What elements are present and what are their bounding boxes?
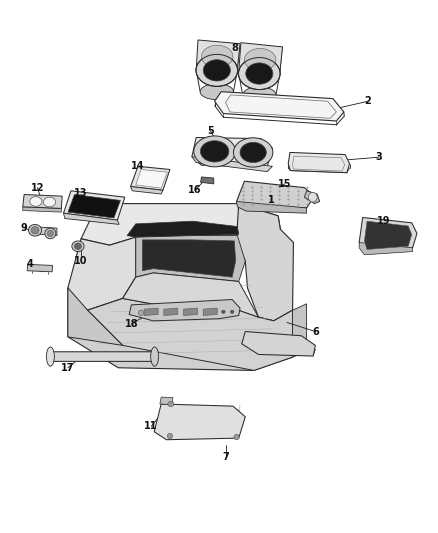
Polygon shape (142, 240, 236, 277)
Ellipse shape (28, 224, 42, 236)
Text: 16: 16 (188, 185, 201, 195)
Polygon shape (196, 40, 240, 73)
Ellipse shape (196, 54, 237, 86)
Polygon shape (81, 204, 280, 245)
Ellipse shape (230, 310, 234, 313)
Polygon shape (364, 221, 412, 249)
Polygon shape (237, 181, 314, 208)
Ellipse shape (200, 84, 233, 100)
Polygon shape (131, 187, 163, 194)
Ellipse shape (308, 192, 317, 202)
Text: 19: 19 (377, 216, 390, 226)
Ellipse shape (240, 142, 266, 163)
Polygon shape (129, 300, 240, 321)
Polygon shape (136, 236, 245, 281)
Text: 12: 12 (31, 183, 44, 192)
Polygon shape (127, 221, 239, 237)
Polygon shape (237, 201, 307, 213)
Polygon shape (288, 152, 350, 173)
Ellipse shape (74, 243, 81, 249)
Polygon shape (30, 227, 57, 236)
Polygon shape (215, 92, 344, 121)
Ellipse shape (194, 136, 236, 167)
Ellipse shape (46, 347, 54, 366)
Ellipse shape (168, 401, 174, 407)
Text: 9: 9 (21, 223, 28, 232)
Polygon shape (68, 195, 120, 218)
Polygon shape (23, 195, 62, 208)
Polygon shape (123, 273, 258, 317)
Ellipse shape (200, 141, 229, 162)
Text: 8: 8 (231, 43, 238, 53)
Polygon shape (359, 243, 413, 255)
Ellipse shape (43, 197, 56, 207)
Polygon shape (68, 288, 123, 345)
Text: 7: 7 (222, 452, 229, 462)
Polygon shape (68, 277, 293, 370)
Polygon shape (239, 43, 283, 77)
Text: 3: 3 (375, 152, 382, 162)
Ellipse shape (222, 310, 225, 313)
Polygon shape (201, 177, 214, 184)
Polygon shape (192, 157, 272, 172)
Polygon shape (64, 213, 119, 224)
Polygon shape (88, 298, 293, 370)
Polygon shape (242, 332, 315, 356)
Polygon shape (131, 166, 170, 190)
Text: 15: 15 (278, 179, 291, 189)
Ellipse shape (31, 227, 39, 234)
Ellipse shape (151, 347, 159, 366)
Text: 1: 1 (268, 195, 275, 205)
Text: 6: 6 (312, 327, 319, 336)
Ellipse shape (234, 434, 239, 440)
Ellipse shape (244, 49, 276, 71)
Polygon shape (27, 264, 53, 272)
Polygon shape (192, 138, 272, 167)
Text: 5: 5 (207, 126, 214, 135)
Ellipse shape (72, 241, 84, 252)
Ellipse shape (238, 58, 280, 90)
Text: 10: 10 (74, 256, 88, 266)
Polygon shape (237, 204, 293, 321)
Ellipse shape (233, 138, 273, 167)
Text: 4: 4 (26, 259, 33, 269)
Polygon shape (144, 308, 158, 316)
Text: 17: 17 (61, 363, 74, 373)
Polygon shape (160, 397, 173, 405)
Text: 2: 2 (364, 96, 371, 106)
Ellipse shape (47, 230, 53, 237)
Ellipse shape (138, 310, 144, 316)
Polygon shape (154, 404, 245, 440)
Text: 13: 13 (74, 188, 88, 198)
Text: 11: 11 (145, 422, 158, 431)
Text: 14: 14 (131, 161, 145, 171)
Polygon shape (48, 352, 157, 361)
Polygon shape (304, 191, 320, 204)
Polygon shape (68, 237, 136, 310)
Ellipse shape (201, 45, 233, 68)
Polygon shape (136, 169, 167, 188)
Ellipse shape (243, 87, 276, 103)
Text: 18: 18 (124, 319, 138, 328)
Ellipse shape (30, 197, 42, 206)
Polygon shape (23, 207, 61, 212)
Polygon shape (64, 191, 125, 220)
Polygon shape (184, 308, 198, 316)
Polygon shape (203, 308, 217, 316)
Polygon shape (293, 304, 307, 357)
Polygon shape (164, 308, 178, 316)
Ellipse shape (167, 433, 173, 439)
Ellipse shape (246, 63, 273, 84)
Polygon shape (359, 217, 417, 252)
Ellipse shape (45, 228, 56, 239)
Ellipse shape (203, 60, 230, 81)
